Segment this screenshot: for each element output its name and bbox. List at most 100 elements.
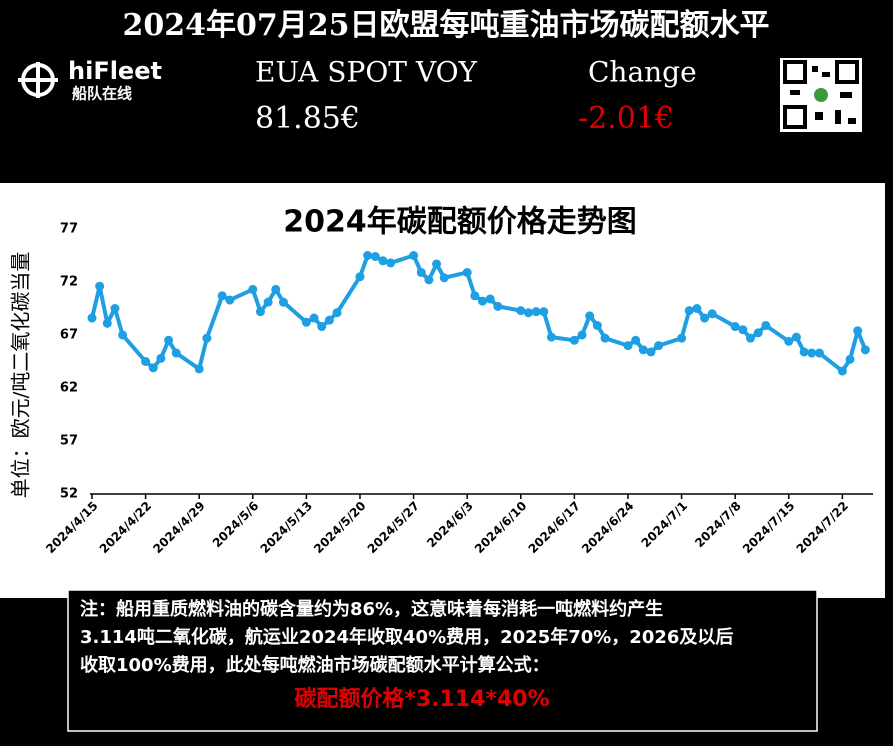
data-point bbox=[799, 347, 809, 357]
data-point bbox=[860, 345, 870, 355]
data-point bbox=[623, 341, 633, 351]
data-point bbox=[523, 308, 533, 318]
qr-logo bbox=[814, 88, 828, 102]
qr-dot bbox=[835, 110, 841, 124]
data-point bbox=[102, 318, 112, 328]
data-point bbox=[148, 363, 158, 373]
change-value: -2.01€ bbox=[578, 101, 674, 136]
note-line: 注：船用重质燃料油的碳含量约为86%，这意味着每消耗一吨燃料约产生 bbox=[80, 598, 663, 620]
data-point bbox=[516, 306, 526, 316]
y-axis-title: 单位：欧元/吨二氧化碳当量 bbox=[9, 252, 33, 499]
data-point bbox=[439, 273, 449, 283]
data-point bbox=[141, 357, 151, 366]
data-point bbox=[470, 291, 480, 301]
data-point bbox=[585, 311, 595, 321]
data-point bbox=[761, 320, 771, 330]
qr-finder bbox=[783, 105, 807, 129]
data-point bbox=[202, 333, 212, 343]
data-point bbox=[110, 304, 120, 313]
data-point bbox=[424, 275, 434, 285]
data-point bbox=[248, 284, 258, 294]
data-point bbox=[462, 267, 472, 277]
qr-finder bbox=[783, 60, 807, 84]
y-tick-label: 72 bbox=[60, 275, 78, 290]
data-point bbox=[332, 308, 342, 318]
price-value: 81.85€ bbox=[255, 101, 360, 136]
y-tick-label: 77 bbox=[60, 222, 78, 237]
qr-dot bbox=[790, 90, 800, 95]
data-point bbox=[432, 259, 442, 269]
header-title: 2024年07月25日欧盟每吨重油市场碳配额水平 bbox=[123, 8, 770, 43]
y-tick-label: 67 bbox=[60, 328, 78, 343]
data-point bbox=[164, 335, 174, 345]
data-point bbox=[631, 335, 641, 345]
chart-panel bbox=[0, 183, 885, 598]
data-point bbox=[730, 322, 740, 332]
data-point bbox=[700, 313, 710, 323]
data-point bbox=[654, 341, 664, 351]
data-point bbox=[478, 296, 487, 306]
data-point bbox=[301, 317, 311, 327]
data-point bbox=[416, 267, 426, 277]
data-point bbox=[217, 291, 227, 301]
note-formula: 碳配额价格*3.114*40% bbox=[294, 686, 549, 712]
data-point bbox=[118, 330, 128, 340]
qr-dot bbox=[812, 66, 818, 72]
data-point bbox=[677, 333, 687, 343]
note-box bbox=[67, 589, 818, 732]
data-point bbox=[638, 345, 648, 355]
qr-dot bbox=[848, 118, 856, 124]
data-point bbox=[386, 258, 396, 268]
data-point bbox=[569, 335, 579, 345]
data-point bbox=[309, 313, 319, 323]
data-point bbox=[745, 333, 755, 343]
data-point bbox=[363, 251, 373, 260]
data-point bbox=[692, 304, 702, 313]
data-point bbox=[684, 306, 694, 316]
y-tick-label: 52 bbox=[60, 487, 78, 502]
data-point bbox=[95, 281, 105, 291]
data-point bbox=[784, 336, 794, 346]
data-point bbox=[156, 353, 166, 363]
qr-code bbox=[780, 58, 862, 132]
data-point bbox=[171, 348, 181, 358]
data-point bbox=[370, 252, 380, 262]
data-point bbox=[317, 322, 327, 332]
y-tick-label: 62 bbox=[60, 381, 78, 396]
data-point bbox=[531, 307, 541, 317]
qr-dot bbox=[815, 112, 823, 120]
data-point bbox=[738, 325, 748, 335]
price-label: EUA SPOT VOY bbox=[255, 56, 478, 89]
data-point bbox=[845, 354, 855, 364]
data-point bbox=[600, 333, 610, 343]
data-point bbox=[378, 256, 388, 266]
data-point bbox=[271, 284, 281, 294]
data-point bbox=[255, 307, 265, 317]
note-line: 收取100%费用，此处每吨燃油市场碳配额水平计算公式： bbox=[80, 654, 550, 676]
data-point bbox=[577, 330, 587, 340]
data-point bbox=[409, 251, 419, 260]
data-point bbox=[753, 328, 763, 338]
data-point bbox=[837, 366, 847, 376]
data-point bbox=[646, 347, 656, 357]
data-point bbox=[814, 348, 824, 358]
data-point bbox=[493, 301, 503, 311]
qr-dot bbox=[840, 92, 852, 98]
data-point bbox=[278, 297, 288, 307]
note-line: 3.114吨二氧化碳，航运业2024年收取40%费用，2025年70%，2026… bbox=[80, 626, 733, 648]
chart-title: 2024年碳配额价格走势图 bbox=[283, 205, 637, 240]
data-point bbox=[707, 309, 717, 319]
data-point bbox=[324, 315, 334, 325]
data-point bbox=[263, 297, 273, 307]
logo: hiFleet 船队在线 bbox=[18, 57, 162, 103]
qr-dot bbox=[822, 72, 830, 77]
data-point bbox=[355, 272, 365, 282]
data-point bbox=[853, 326, 863, 336]
y-tick-label: 57 bbox=[60, 434, 78, 449]
data-point bbox=[791, 332, 801, 342]
data-point bbox=[539, 307, 549, 317]
data-point bbox=[807, 348, 817, 358]
data-point bbox=[194, 364, 204, 374]
qr-finder bbox=[835, 60, 859, 84]
